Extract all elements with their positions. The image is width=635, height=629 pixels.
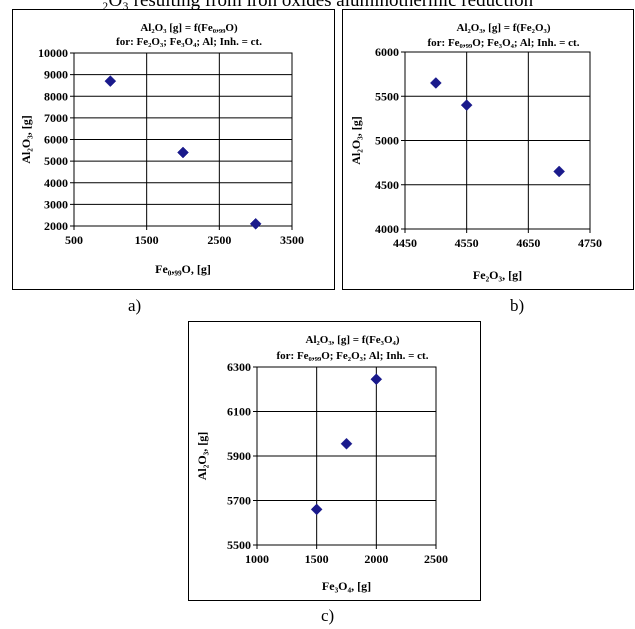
- y-tick-label: 6000: [44, 133, 68, 147]
- scatter-chart-a: Al₂O₃ [g] = f(Fe₀,₉₉O) for: Fe₂O₃; Fe₃O₄;…: [19, 22, 304, 276]
- data-point-marker: [177, 146, 189, 159]
- x-tick-label: 4550: [455, 236, 479, 250]
- chart-panel-c: Al₂O₃, [g] = f(Fe₃O₄) for: Fe₀,₉₉O; Fe₂O₃…: [188, 321, 481, 601]
- y-tick-label: 4500: [375, 178, 399, 192]
- x-tick-label: 3500: [280, 233, 304, 247]
- x-tick-label: 2000: [364, 552, 388, 566]
- chart-panel-a: Al₂O₃ [g] = f(Fe₀,₉₉O) for: Fe₂O₃; Fe₃O₄;…: [12, 9, 335, 290]
- chart-title: Al₂O₃, [g] = f(Fe₃O₄): [306, 334, 400, 346]
- y-tick-label: 6100: [227, 405, 251, 419]
- y-tick-label: 5900: [227, 449, 251, 463]
- y-axis-label: Al₂O₃, [g]: [195, 432, 209, 481]
- chart-title: Al₂O₃, [g] = f(Fe₂O₃): [457, 22, 551, 34]
- y-axis-label: Al₂O₃, [g]: [349, 116, 363, 165]
- y-tick-label: 5000: [375, 134, 399, 148]
- data-point-marker: [104, 75, 117, 87]
- y-tick-label: 5500: [375, 89, 399, 103]
- y-tick-label: 6300: [227, 360, 251, 374]
- caption-c: c): [321, 606, 335, 625]
- y-tick-label: 9000: [44, 68, 68, 82]
- data-point-marker: [310, 503, 323, 516]
- chart-subtitle: for: Fe₀,₉₉O; Fe₂O₃; Al; Inh. = ct.: [277, 350, 429, 362]
- y-tick-label: 6000: [375, 45, 399, 59]
- x-tick-label: 1000: [245, 552, 269, 566]
- data-point-marker: [429, 77, 442, 89]
- partial-caption-text: ₂O₃ resulting from iron oxides aluminoth…: [101, 0, 534, 11]
- chart-subtitle: for: Fe₂O₃; Fe₃O₄; Al; Inh. = ct.: [116, 36, 262, 48]
- x-tick-label: 4450: [393, 236, 417, 250]
- chart-title: Al₂O₃ [g] = f(Fe₀,₉₉O): [140, 22, 238, 34]
- x-tick-label: 4750: [578, 236, 602, 250]
- y-tick-label: 4000: [44, 176, 68, 190]
- x-tick-label: 2500: [424, 552, 448, 566]
- scatter-chart-c: Al₂O₃, [g] = f(Fe₃O₄) for: Fe₀,₉₉O; Fe₂O₃…: [195, 334, 448, 593]
- scatter-chart-b: Al₂O₃, [g] = f(Fe₂O₃) for: Fe₀,₉₉O; Fe₃O₄…: [349, 22, 602, 282]
- x-tick-label: 500: [65, 233, 83, 247]
- data-point-marker: [340, 437, 353, 450]
- caption-b: b): [510, 296, 525, 315]
- chart-subtitle: for: Fe₀,₉₉O; Fe₃O₄; Al; Inh. = ct.: [428, 37, 580, 49]
- y-tick-label: 8000: [44, 89, 68, 103]
- x-tick-label: 4650: [516, 236, 540, 250]
- y-tick-label: 5500: [227, 538, 251, 552]
- x-axis-label: Fe₃O₄, [g]: [322, 579, 371, 593]
- x-tick-label: 1500: [135, 233, 159, 247]
- data-point-marker: [249, 217, 262, 230]
- x-axis-label: Fe₀,₉₉O, [g]: [155, 262, 211, 276]
- x-tick-label: 2500: [207, 233, 231, 247]
- y-tick-label: 10000: [38, 46, 68, 60]
- chart-panel-b: Al₂O₃, [g] = f(Fe₂O₃) for: Fe₀,₉₉O; Fe₃O₄…: [342, 9, 634, 290]
- x-axis-label: Fe₂O₃, [g]: [473, 268, 522, 282]
- y-tick-label: 3000: [44, 197, 68, 211]
- y-tick-label: 2000: [44, 219, 68, 233]
- data-point-marker: [553, 165, 566, 178]
- y-tick-label: 4000: [375, 222, 399, 236]
- y-tick-label: 7000: [44, 111, 68, 125]
- y-tick-label: 5000: [44, 154, 68, 168]
- caption-a: a): [128, 296, 142, 315]
- data-point-marker: [370, 373, 383, 386]
- x-tick-label: 1500: [305, 552, 329, 566]
- y-tick-label: 5700: [227, 494, 251, 508]
- y-axis-label: Al₂O₃, [g]: [19, 115, 33, 164]
- data-point-marker: [460, 99, 473, 111]
